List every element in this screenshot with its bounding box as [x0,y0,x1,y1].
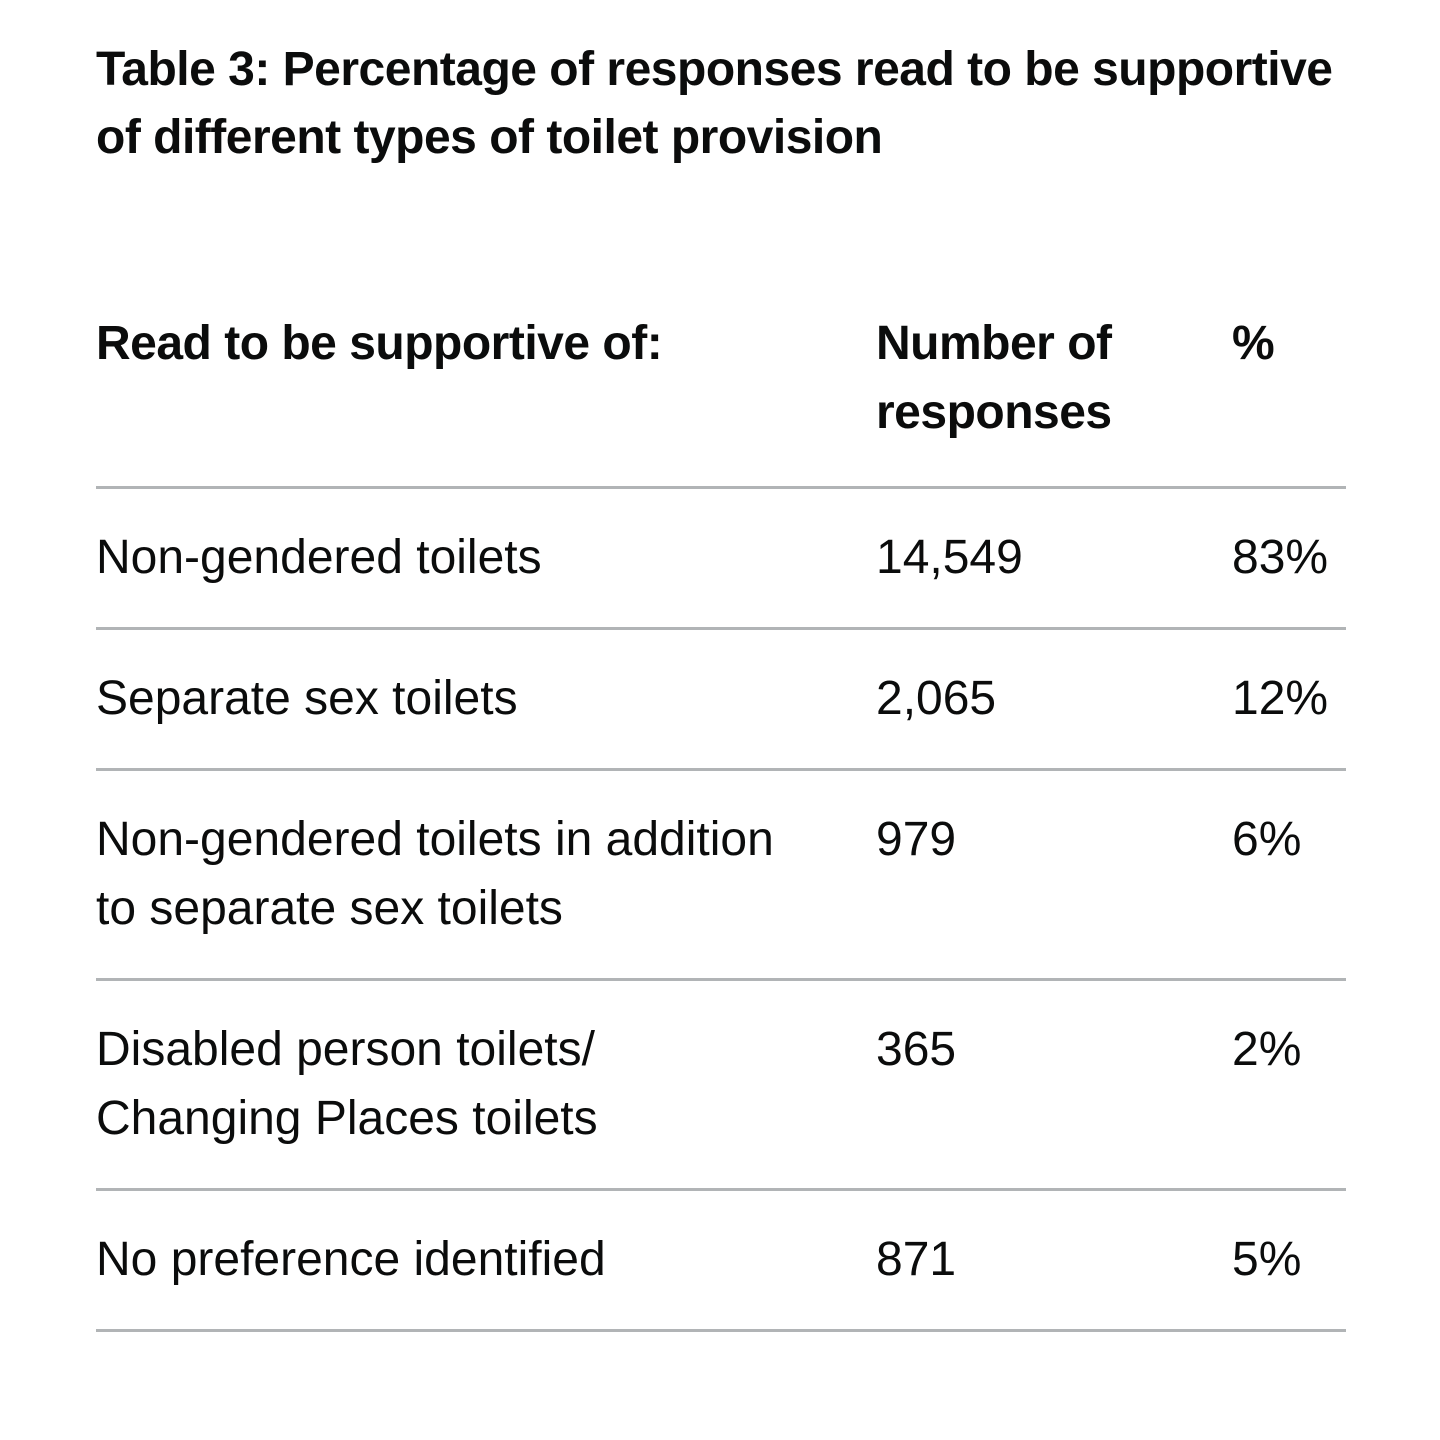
table-row: Non-gendered toilets in addition to sepa… [96,769,1346,981]
table-row: No preference identified 871 5% [96,1189,1346,1332]
table-caption: Table 3: Percentage of responses read to… [96,43,1333,164]
row-type: Non-gendered toilets [96,487,876,630]
header-count: Number of responses [876,306,1232,489]
row-type: Separate sex toilets [96,628,876,771]
row-percent: 83% [1232,487,1346,630]
header-percent: % [1232,306,1346,489]
row-count: 14,549 [876,487,1232,630]
row-percent: 2% [1232,979,1346,1191]
responses-table: Read to be supportive of: Number of resp… [96,306,1346,1332]
row-count: 2,065 [876,628,1232,771]
row-count: 871 [876,1189,1232,1332]
row-percent: 5% [1232,1189,1346,1332]
table-row: Non-gendered toilets 14,549 83% [96,487,1346,630]
row-count: 365 [876,979,1232,1191]
row-count: 979 [876,769,1232,981]
row-type: No preference identified [96,1189,876,1332]
table-row: Separate sex toilets 2,065 12% [96,628,1346,771]
row-percent: 6% [1232,769,1346,981]
row-type: Disabled person toilets/ Changing Places… [96,979,876,1191]
table-row: Disabled person toilets/ Changing Places… [96,979,1346,1191]
row-percent: 12% [1232,628,1346,771]
header-type: Read to be supportive of: [96,306,876,489]
row-type: Non-gendered toilets in addition to sepa… [96,769,876,981]
table-header-row: Read to be supportive of: Number of resp… [96,306,1346,489]
